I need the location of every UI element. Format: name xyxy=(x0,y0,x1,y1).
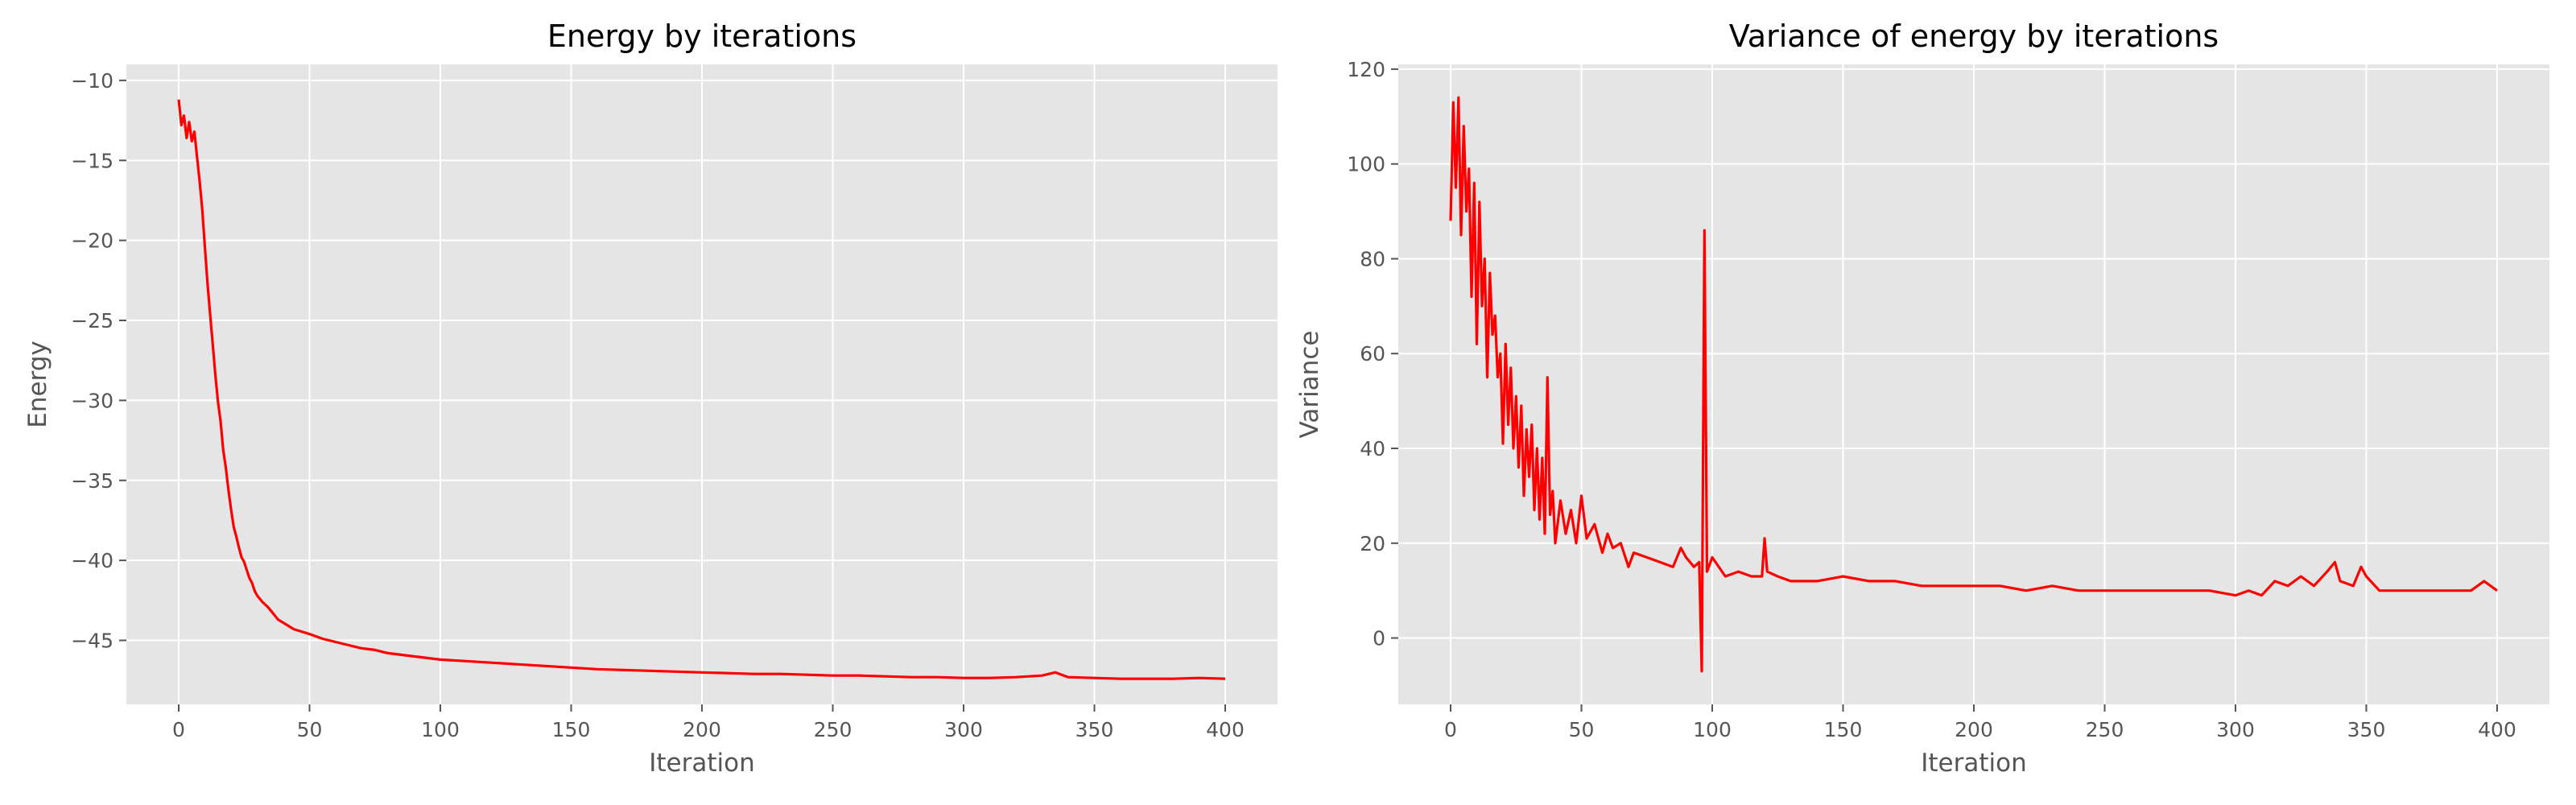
variance-x-tick-label: 350 xyxy=(2347,718,2386,741)
energy-x-tick-label: 300 xyxy=(944,718,983,741)
energy-chart-title: Energy by iterations xyxy=(547,19,857,54)
energy-x-tick-label: 0 xyxy=(172,718,185,741)
variance-grid xyxy=(1398,64,2549,704)
variance-y-tick-label: 20 xyxy=(1360,532,1385,555)
energy-y-tick-label: −25 xyxy=(71,309,114,332)
variance-y-axis-label: Variance xyxy=(1295,331,1324,439)
variance-x-tick-label: 150 xyxy=(1824,718,1863,741)
energy-grid xyxy=(126,64,1278,704)
variance-x-axis-label: Iteration xyxy=(1921,749,2027,778)
variance-x-tick-label: 100 xyxy=(1693,718,1732,741)
variance-x-tick-label: 0 xyxy=(1444,718,1457,741)
energy-x-axis-label: Iteration xyxy=(649,749,755,778)
energy-y-tick-label: −10 xyxy=(71,69,114,93)
energy-x-tick-label: 50 xyxy=(297,718,323,741)
variance-x-tick-label: 200 xyxy=(1955,718,1993,741)
variance-y-tick-label: 80 xyxy=(1360,247,1385,270)
energy-y-tick-label: −30 xyxy=(71,389,114,412)
variance-series-line xyxy=(1449,96,2498,673)
variance-chart-title: Variance of energy by iterations xyxy=(1729,19,2219,54)
energy-x-tick-label: 100 xyxy=(421,718,460,741)
energy-x-tick-label: 150 xyxy=(552,718,591,741)
energy-y-tick-label: −20 xyxy=(71,229,114,253)
energy-series-line xyxy=(177,99,1226,680)
energy-y-tick-label: −35 xyxy=(71,469,114,493)
variance-x-tick-label: 300 xyxy=(2216,718,2255,741)
variance-x-tick-label: 400 xyxy=(2478,718,2516,741)
energy-y-tick-label: −40 xyxy=(71,549,114,572)
variance-y-tick-label: 0 xyxy=(1373,627,1385,650)
variance-ticks: 0 50 100 150 200 250 300 350 400 0 20 40 60 80 100 120 xyxy=(1347,58,2516,741)
energy-y-axis-label: Energy xyxy=(23,341,52,428)
energy-panel: 0 50 100 150 200 250 300 350 400 −45 −40 −35 −30 −25 −… xyxy=(23,19,1278,778)
energy-ticks: 0 50 100 150 200 250 300 350 400 −45 −40 −35 −30 −25 −… xyxy=(71,69,1245,741)
variance-y-tick-label: 120 xyxy=(1347,58,1385,81)
energy-y-tick-label: −45 xyxy=(71,630,114,653)
variance-y-tick-label: 60 xyxy=(1360,342,1385,365)
energy-y-tick-label: −15 xyxy=(71,149,114,172)
variance-y-tick-label: 100 xyxy=(1347,153,1385,176)
variance-x-tick-label: 50 xyxy=(1569,718,1595,741)
variance-y-tick-label: 40 xyxy=(1360,437,1385,460)
energy-x-tick-label: 200 xyxy=(683,718,721,741)
variance-x-tick-label: 250 xyxy=(2086,718,2124,741)
energy-x-tick-label: 400 xyxy=(1206,718,1245,741)
energy-x-tick-label: 250 xyxy=(814,718,852,741)
energy-x-tick-label: 350 xyxy=(1075,718,1114,741)
variance-panel: 0 50 100 150 200 250 300 350 400020406080100120 … xyxy=(1295,19,2549,778)
